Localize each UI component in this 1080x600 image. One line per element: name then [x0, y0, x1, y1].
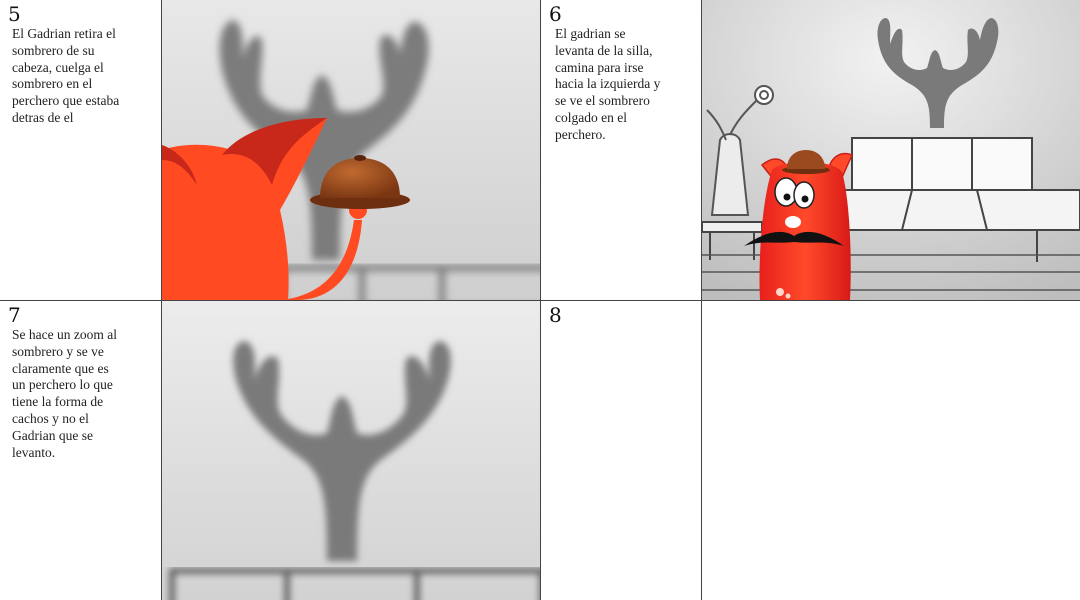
- panel-number: 7: [8, 303, 21, 327]
- panel-7-text: 7 Se hace un zoom al sombrero y se ve cl…: [0, 301, 161, 600]
- grid-divider: [0, 300, 1080, 301]
- panel-7-image: [162, 301, 540, 600]
- panel-8-image: [702, 301, 1080, 600]
- panel-description: Se hace un zoom al sombrero y se ve clar…: [12, 327, 117, 460]
- nose: [785, 216, 801, 228]
- panel-number: 6: [549, 2, 562, 26]
- panel-5-text: 5 El Gadrian retira el sombrero de su ca…: [0, 0, 161, 300]
- antler-rack-shadow: [219, 20, 429, 260]
- panel-description: El Gadrian retira el sombrero de su cabe…: [12, 26, 120, 125]
- sofa: [831, 137, 1080, 262]
- hat: [310, 155, 410, 209]
- character-arm: [282, 220, 362, 300]
- mustache: [744, 231, 844, 246]
- panel-6-image: [702, 0, 1080, 300]
- furniture-zoom: [169, 568, 540, 600]
- antler-coat-rack: [877, 18, 999, 128]
- gadrian-character: [744, 150, 853, 300]
- panel-6-text: 6 El gadrian se levanta de la silla, cam…: [541, 0, 701, 300]
- character-head: [162, 118, 327, 300]
- eye-right: [793, 181, 815, 209]
- panel-description: El gadrian se levanta de la silla, camin…: [555, 26, 661, 142]
- panel-number: 8: [549, 303, 562, 327]
- panel-number: 5: [8, 2, 21, 26]
- vase-and-flower: [706, 85, 774, 216]
- antler-coat-rack-zoom: [233, 341, 451, 561]
- panel-8-text: 8: [541, 301, 701, 600]
- panel-5-image: [162, 0, 540, 300]
